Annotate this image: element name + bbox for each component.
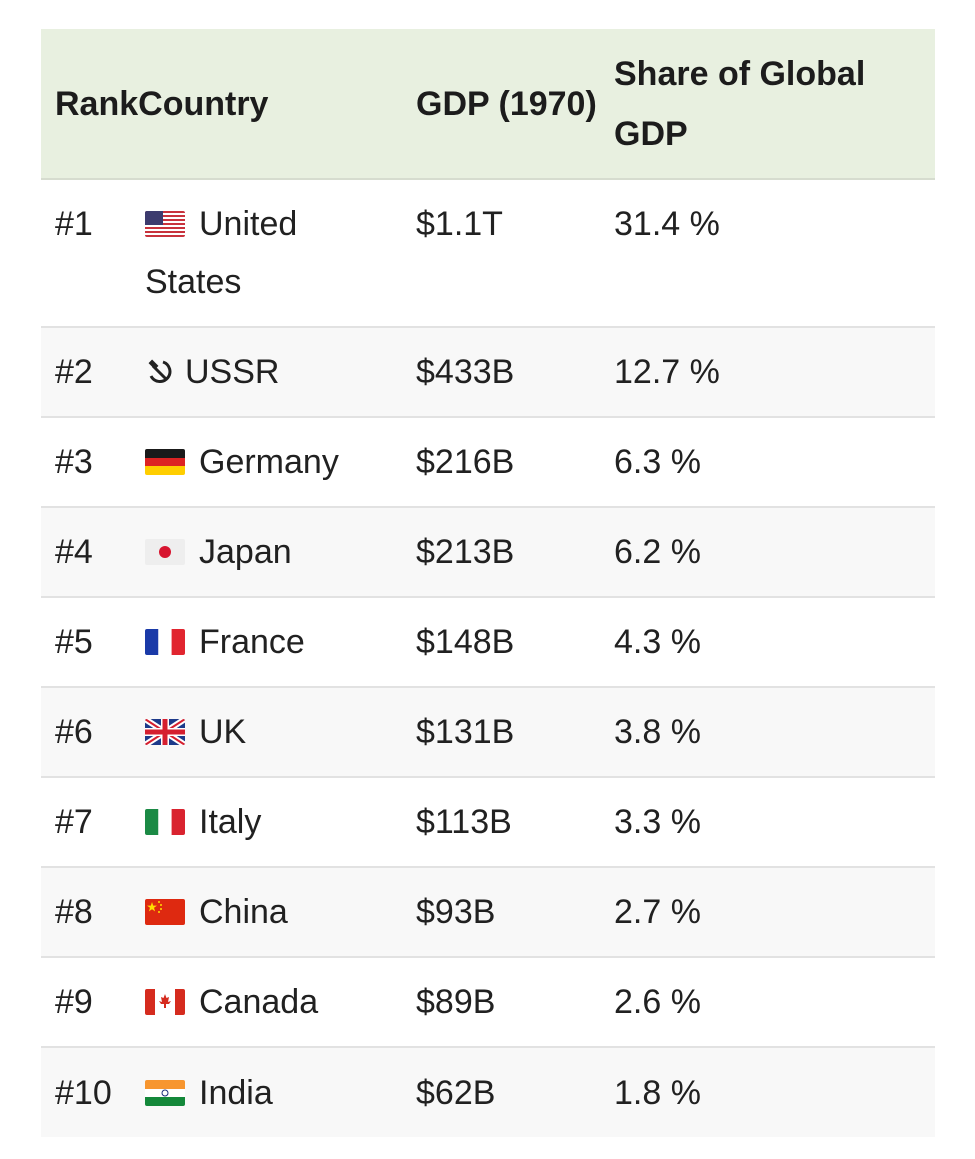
country-name: United States bbox=[145, 205, 298, 301]
rank-cell: #3 bbox=[41, 417, 131, 508]
country-cell: Canada bbox=[131, 957, 401, 1048]
rank-cell: #4 bbox=[41, 507, 131, 598]
rank-cell: #5 bbox=[41, 597, 131, 688]
canada-flag-icon bbox=[145, 989, 185, 1015]
rank-cell: #7 bbox=[41, 777, 131, 868]
rank-cell: #2 bbox=[41, 327, 131, 418]
table-row: #5 France $148B 4.3 % bbox=[41, 597, 935, 688]
gdp-cell: $1.1T bbox=[401, 179, 601, 328]
china-flag-icon bbox=[145, 899, 185, 925]
share-cell: 2.7 % bbox=[601, 867, 935, 958]
rank-cell: #10 bbox=[55, 1073, 112, 1112]
header-gdp[interactable]: GDP (1970) bbox=[401, 29, 601, 180]
table-row: #3 Germany $216B 6.3 % bbox=[41, 417, 935, 508]
share-cell: 31.4 % bbox=[601, 179, 935, 328]
country-name: Japan bbox=[199, 533, 292, 571]
gdp-cell: $148B bbox=[401, 597, 601, 688]
header-rank-country[interactable]: RankCountry bbox=[41, 29, 401, 180]
share-cell: 6.3 % bbox=[601, 417, 935, 508]
hammer-sickle-icon bbox=[145, 356, 175, 386]
table-row: #4 Japan $213B 6.2 % bbox=[41, 507, 935, 598]
rank-cell: #1 bbox=[41, 179, 131, 328]
share-cell: 3.3 % bbox=[601, 777, 935, 868]
gdp-cell: $216B bbox=[401, 417, 601, 508]
gdp-cell: $113B bbox=[401, 777, 601, 868]
country-cell: Japan bbox=[131, 507, 401, 598]
rank-cell: #9 bbox=[41, 957, 131, 1048]
share-cell: 12.7 % bbox=[601, 327, 935, 418]
share-cell: 4.3 % bbox=[601, 597, 935, 688]
country-name: France bbox=[199, 623, 305, 661]
japan-flag-icon bbox=[145, 539, 185, 565]
gdp-cell: $433B bbox=[401, 327, 601, 418]
country-name: China bbox=[199, 893, 288, 931]
country-cell: United States bbox=[131, 179, 401, 328]
table-header: RankCountry GDP (1970) Share of Global G… bbox=[41, 29, 935, 180]
share-cell: 2.6 % bbox=[601, 957, 935, 1048]
country-name: Italy bbox=[199, 803, 262, 841]
share-cell: 1.8 % bbox=[614, 1073, 701, 1112]
france-flag-icon bbox=[145, 629, 185, 655]
italy-flag-icon bbox=[145, 809, 185, 835]
country-name: USSR bbox=[185, 353, 280, 391]
country-name: Germany bbox=[199, 443, 339, 481]
table-row: #1 United States $1.1T bbox=[41, 179, 935, 328]
country-cell: India bbox=[131, 1047, 401, 1137]
share-cell: 3.8 % bbox=[601, 687, 935, 778]
share-cell: 6.2 % bbox=[601, 507, 935, 598]
germany-flag-icon bbox=[145, 449, 185, 475]
country-cell: Italy bbox=[131, 777, 401, 868]
country-cell: USSR bbox=[131, 327, 401, 418]
header-share[interactable]: Share of Global GDP bbox=[601, 29, 935, 180]
table-row: #6 UK $131B 3.8 % bbox=[41, 687, 935, 778]
country-cell: UK bbox=[131, 687, 401, 778]
table-row: #8 China $93B 2.7 % bbox=[41, 867, 935, 958]
country-name: India bbox=[199, 1073, 273, 1112]
header-row: RankCountry GDP (1970) Share of Global G… bbox=[41, 29, 935, 180]
table-row: #9 Canada $89B 2.6 % bbox=[41, 957, 935, 1048]
table-row: #7 Italy $113B 3.3 % bbox=[41, 777, 935, 868]
table-body: #1 United States $1.1T bbox=[41, 179, 935, 1137]
rank-cell: #8 bbox=[41, 867, 131, 958]
uk-flag-icon bbox=[145, 719, 185, 745]
us-flag-icon bbox=[145, 211, 185, 237]
country-cell: France bbox=[131, 597, 401, 688]
table-row: #10 India $62B 1.8 % bbox=[41, 1047, 935, 1137]
gdp-ranking-table: RankCountry GDP (1970) Share of Global G… bbox=[41, 29, 935, 1137]
gdp-cell: $62B bbox=[416, 1073, 496, 1112]
gdp-cell: $131B bbox=[401, 687, 601, 778]
india-flag-icon bbox=[145, 1079, 185, 1106]
gdp-cell: $93B bbox=[401, 867, 601, 958]
country-cell: Germany bbox=[131, 417, 401, 508]
country-name: UK bbox=[199, 713, 247, 751]
rank-cell: #6 bbox=[41, 687, 131, 778]
table-row: #2 USSR $433B 12.7 % bbox=[41, 327, 935, 418]
gdp-cell: $213B bbox=[401, 507, 601, 598]
country-name: Canada bbox=[199, 983, 319, 1021]
gdp-cell: $89B bbox=[401, 957, 601, 1048]
country-cell: China bbox=[131, 867, 401, 958]
